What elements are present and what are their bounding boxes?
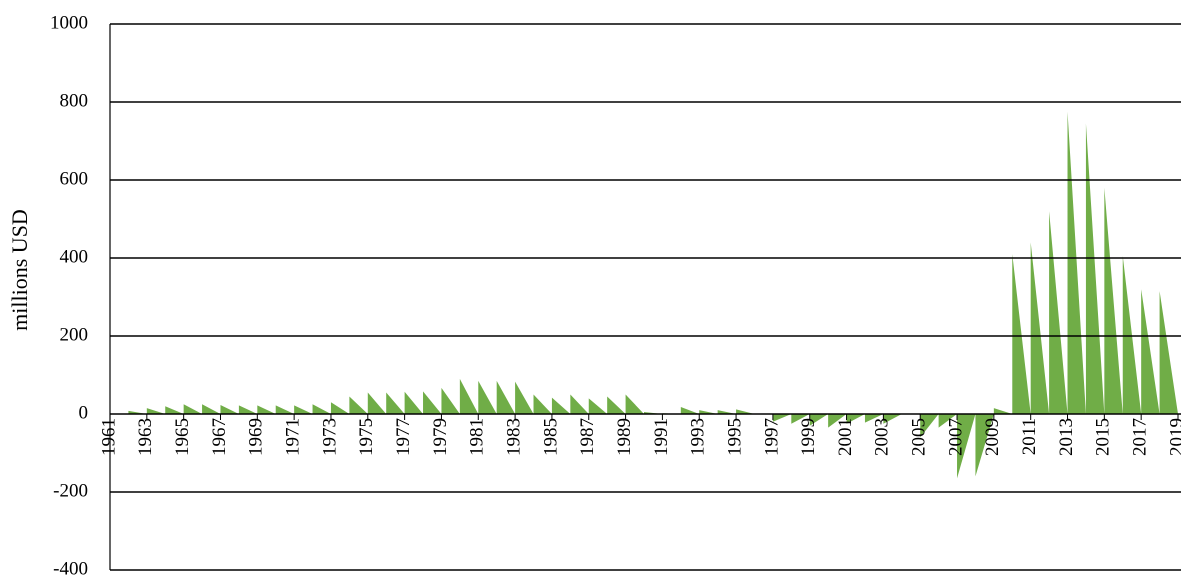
y-tick-label: 0 (79, 402, 89, 423)
area (110, 111, 1178, 479)
y-tick-label: 200 (60, 324, 89, 345)
x-tick-label: 1961 (98, 418, 119, 456)
x-tick-label: 2013 (1056, 418, 1077, 456)
y-tick-label: -400 (53, 558, 88, 579)
x-tick-label: 2011 (1019, 418, 1040, 455)
x-tick-label: 1967 (209, 418, 230, 456)
x-tick-label: 2001 (835, 418, 856, 456)
x-tick-label: 1995 (724, 418, 745, 456)
y-tick-label: 400 (60, 246, 89, 267)
x-tick-label: 2003 (872, 418, 893, 456)
x-tick-label: 1989 (614, 418, 635, 456)
x-tick-label: 2019 (1166, 418, 1181, 456)
x-tick-label: 1981 (467, 418, 488, 456)
x-tick-label: 1997 (761, 418, 782, 456)
x-tick-label: 1979 (430, 418, 451, 456)
y-tick-label: 600 (60, 168, 89, 189)
y-tick-label: 800 (60, 90, 89, 111)
y-axis-label: millions USD (7, 209, 32, 331)
x-tick-label: 1993 (688, 418, 709, 456)
x-tick-label: 1985 (540, 418, 561, 456)
x-tick-label: 1965 (172, 418, 193, 456)
x-tick-label: 2007 (945, 418, 966, 456)
x-tick-label: 1977 (393, 418, 414, 456)
x-tick-label: 2005 (909, 418, 930, 456)
x-tick-label: 2009 (982, 418, 1003, 456)
x-tick-label: 1987 (577, 418, 598, 456)
x-tick-label: 1975 (356, 418, 377, 456)
x-tick-label: 1999 (798, 418, 819, 456)
x-tick-label: 1971 (282, 418, 303, 456)
y-tick-label: -200 (53, 480, 88, 501)
x-tick-label: 1963 (135, 418, 156, 456)
x-tick-label: 1969 (246, 418, 267, 456)
y-tick-label: 1000 (50, 12, 88, 33)
x-tick-label: 2017 (1130, 418, 1151, 456)
x-tick-label: 1991 (651, 418, 672, 456)
x-tick-label: 2015 (1093, 418, 1114, 456)
x-tick-label: 1973 (319, 418, 340, 456)
x-tick-label: 1983 (503, 418, 524, 456)
